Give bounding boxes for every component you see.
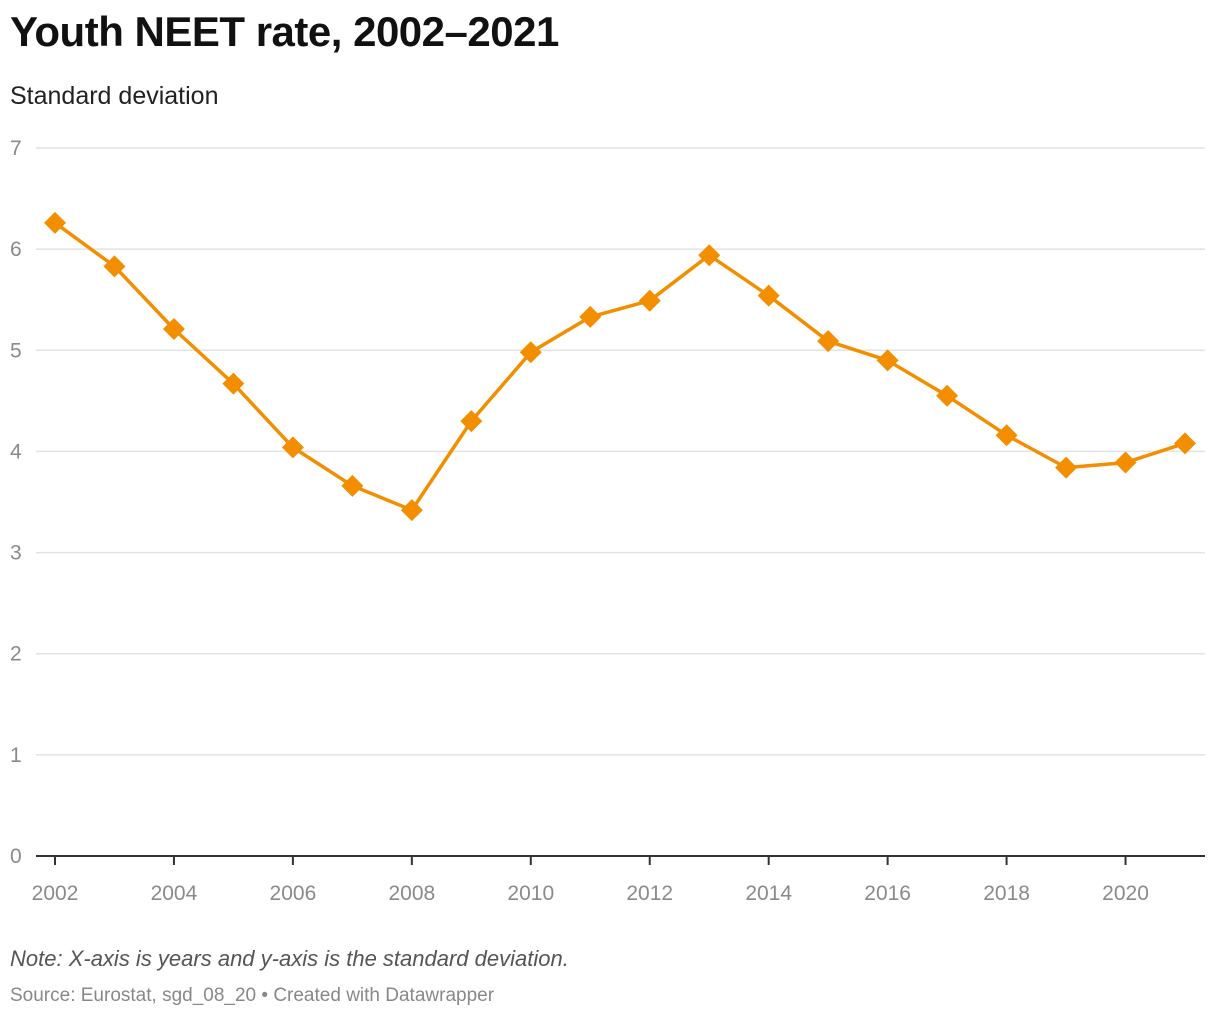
series-line — [53, 221, 1186, 512]
data-point-marker — [341, 474, 364, 497]
data-point-marker — [103, 255, 126, 278]
data-point-marker — [817, 330, 840, 353]
chart-subtitle: Standard deviation — [10, 82, 219, 110]
data-point-marker — [1114, 451, 1137, 474]
x-tick-label: 2010 — [507, 882, 554, 905]
x-tick-label: 2008 — [388, 882, 435, 905]
x-tick-label: 2016 — [864, 882, 911, 905]
data-point-marker — [995, 424, 1018, 447]
data-point-marker — [876, 349, 899, 372]
data-point-marker — [162, 318, 185, 341]
data-point-marker — [44, 211, 66, 234]
y-tick-label: 4 — [10, 440, 22, 463]
y-tick-label: 2 — [10, 643, 22, 666]
line-chart: 0 1 2 3 4 5 6 7 2002 2004 2006 2008 2010 2012 2014 2016… — [10, 137, 1205, 905]
x-tick-label: 2004 — [151, 882, 198, 905]
y-tick-label: 6 — [10, 238, 22, 261]
data-point-marker — [1055, 456, 1078, 479]
data-point-marker — [757, 284, 780, 307]
x-tick-label: 2012 — [626, 882, 673, 905]
chart-source: Source: Eurostat, sgd_08_20 • Created wi… — [10, 985, 495, 1006]
x-tick-label: 2018 — [983, 882, 1030, 905]
chart-title: Youth NEET rate, 2002–2021 — [10, 8, 559, 55]
data-point-marker — [638, 289, 661, 312]
x-tick-label: 2014 — [745, 882, 792, 905]
x-tick-label: 2002 — [32, 882, 79, 905]
x-tick-label: 2006 — [270, 882, 317, 905]
chart-note: Note: X-axis is years and y-axis is the … — [10, 946, 569, 971]
x-tick-label: 2020 — [1102, 882, 1149, 905]
data-point-marker — [579, 305, 602, 328]
y-tick-label: 0 — [10, 845, 22, 868]
data-point-marker — [222, 372, 245, 395]
y-tick-label: 7 — [10, 137, 22, 160]
data-point-marker — [936, 384, 959, 407]
data-point-marker — [698, 244, 721, 267]
data-point-marker — [281, 436, 304, 459]
data-point-marker — [400, 499, 423, 522]
y-tick-label: 1 — [10, 744, 22, 767]
y-tick-label: 5 — [10, 339, 22, 362]
y-tick-label: 3 — [10, 542, 22, 565]
data-point-marker — [460, 410, 483, 433]
data-point-marker — [519, 341, 542, 364]
data-point-marker — [1174, 432, 1196, 455]
